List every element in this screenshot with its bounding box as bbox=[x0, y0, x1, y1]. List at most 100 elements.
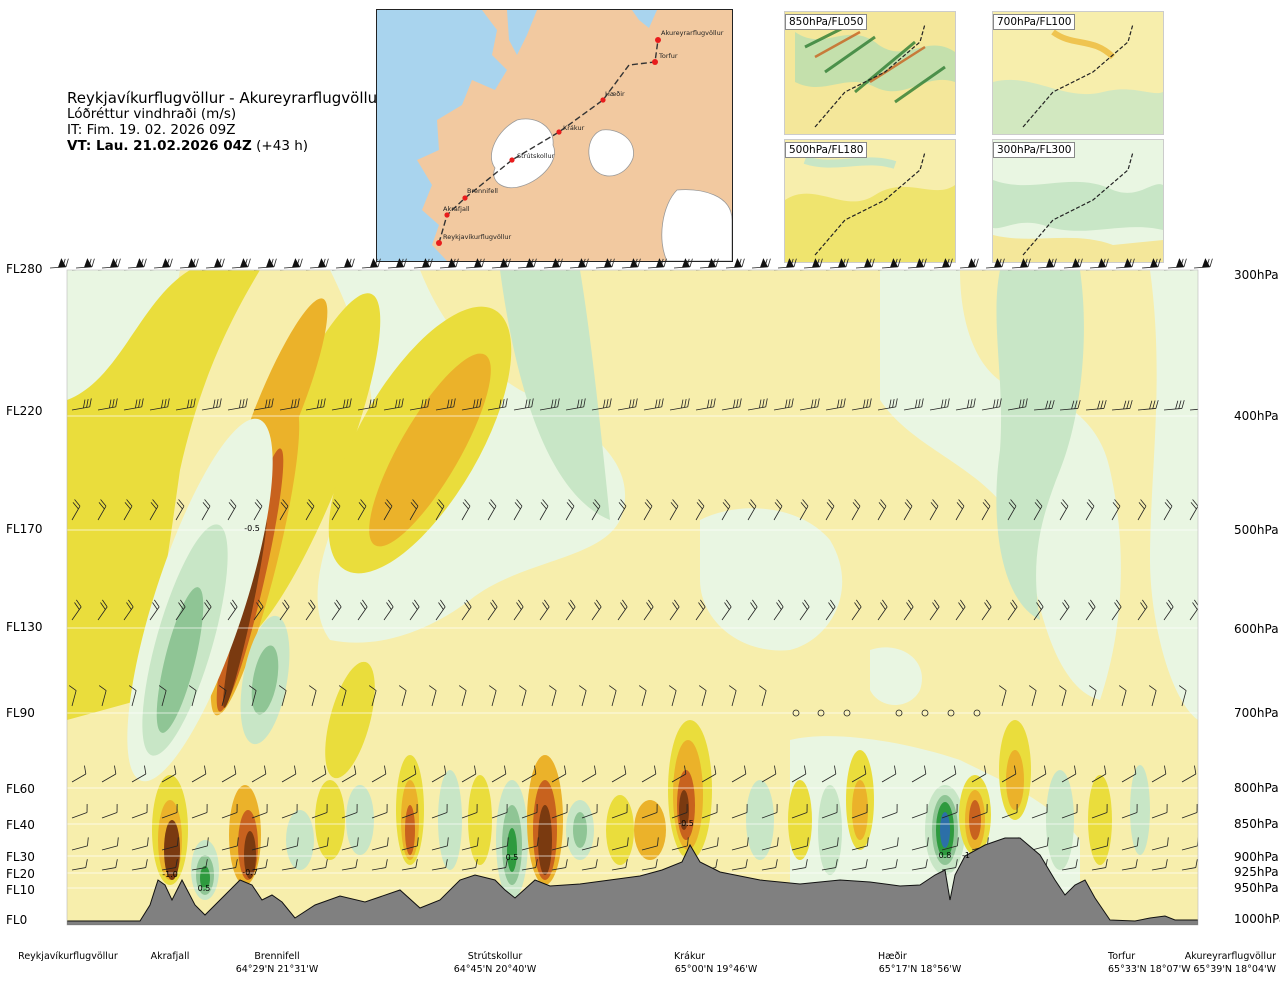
wind-barb bbox=[1061, 837, 1079, 851]
wind-barb bbox=[701, 837, 719, 851]
fl-label-90: FL90 bbox=[6, 706, 35, 720]
wind-barb bbox=[383, 499, 393, 521]
map-label-torfur: Torfur bbox=[658, 52, 678, 60]
mini-map-300-label: 300hPa/FL300 bbox=[993, 142, 1076, 158]
wind-barb bbox=[608, 685, 617, 707]
wind-barb bbox=[227, 398, 248, 411]
contour-label: -1 bbox=[962, 851, 970, 860]
wind-barb bbox=[158, 685, 167, 707]
wind-barb bbox=[461, 837, 479, 851]
location-torfur-name: Torfur bbox=[1108, 951, 1136, 962]
wind-barb bbox=[341, 837, 359, 851]
location-haedir: Hæðir 65°17'N 18°56'W bbox=[870, 950, 970, 976]
wind-barb bbox=[855, 258, 875, 269]
wind-barb bbox=[731, 837, 749, 851]
fl-label-60: FL60 bbox=[6, 782, 35, 796]
wind-barb bbox=[998, 685, 1007, 707]
wind-barb bbox=[461, 499, 471, 521]
wind-barb bbox=[638, 685, 647, 707]
contour-label: -0.5 bbox=[244, 524, 260, 533]
wind-barb bbox=[803, 258, 823, 269]
calm-circle bbox=[817, 709, 825, 717]
wind-barb bbox=[191, 837, 209, 851]
wind-barb bbox=[335, 258, 355, 269]
wind-barb bbox=[611, 859, 628, 871]
wind-barb bbox=[191, 803, 208, 819]
wind-barb bbox=[565, 499, 575, 521]
wind-barb bbox=[278, 685, 287, 707]
wind-barb bbox=[281, 803, 298, 819]
wind-barb bbox=[435, 398, 456, 411]
wind-barb bbox=[761, 803, 778, 819]
location-torfur-coord: 65°33'N 18°07'W bbox=[1108, 964, 1191, 975]
wind-barb bbox=[131, 859, 148, 871]
wind-barb bbox=[701, 803, 718, 819]
calm-circle bbox=[792, 709, 800, 717]
wind-barb bbox=[435, 599, 446, 621]
wind-barb bbox=[971, 765, 987, 783]
wind-barb bbox=[761, 837, 779, 851]
field-cell bbox=[438, 770, 462, 870]
field-cell bbox=[346, 785, 374, 855]
wind-barb bbox=[747, 398, 768, 411]
wind-barb bbox=[1085, 400, 1107, 411]
wind-barb bbox=[439, 258, 459, 269]
wind-barb bbox=[777, 258, 797, 269]
location-brennifell-name: Brennifell bbox=[254, 951, 300, 962]
wind-barb bbox=[695, 599, 706, 621]
map-label-krakur: Krákur bbox=[563, 124, 585, 132]
wind-barb bbox=[1148, 685, 1157, 707]
wind-barb bbox=[311, 803, 328, 819]
wind-barb bbox=[1061, 803, 1078, 819]
wind-barb bbox=[551, 765, 567, 783]
calm-circle bbox=[973, 709, 981, 717]
map-label-strutskollur: Strútskollur bbox=[517, 152, 555, 160]
wind-barb bbox=[1007, 599, 1018, 621]
field-cell bbox=[1046, 770, 1074, 870]
wind-barb bbox=[331, 398, 352, 411]
map-label-akureyri: Akureyrarflugvöllur bbox=[661, 29, 724, 37]
wind-barb bbox=[309, 258, 329, 269]
wind-barb bbox=[611, 837, 629, 851]
wind-barb bbox=[431, 803, 448, 819]
wind-barb bbox=[1189, 599, 1198, 621]
wind-barb bbox=[941, 837, 959, 851]
wind-barb bbox=[1091, 837, 1109, 851]
wind-barb bbox=[881, 859, 898, 871]
wind-barb bbox=[641, 837, 659, 851]
field-cell bbox=[606, 795, 634, 865]
wind-barb bbox=[1121, 837, 1139, 851]
wind-barb bbox=[669, 499, 679, 521]
field-cell bbox=[818, 785, 842, 875]
wind-barb bbox=[149, 599, 160, 621]
wind-barb bbox=[1141, 258, 1161, 269]
wind-barb bbox=[1058, 685, 1067, 707]
fl-label-40: FL40 bbox=[6, 818, 35, 832]
wind-barb bbox=[929, 499, 939, 521]
field-cell bbox=[405, 805, 415, 855]
wind-barb bbox=[1091, 859, 1108, 871]
wind-barb bbox=[521, 859, 538, 871]
wind-barb bbox=[513, 398, 534, 411]
wind-barb bbox=[461, 599, 472, 621]
wind-barb bbox=[1121, 859, 1138, 871]
wind-barb bbox=[101, 765, 117, 783]
mini-map-700-label: 700hPa/FL100 bbox=[993, 14, 1076, 30]
wind-barb bbox=[539, 398, 560, 411]
wind-barb bbox=[491, 837, 509, 851]
wind-barb bbox=[647, 258, 667, 269]
wind-barb bbox=[383, 599, 394, 621]
wind-barb bbox=[368, 685, 377, 707]
wind-barb bbox=[227, 599, 238, 621]
pressure-label-950: 950hPa bbox=[1234, 881, 1279, 895]
wind-barb bbox=[281, 765, 297, 783]
wind-barb bbox=[465, 258, 485, 269]
wind-barb bbox=[641, 803, 658, 819]
wind-barb bbox=[569, 258, 589, 269]
wind-barb bbox=[521, 837, 539, 851]
wind-barb bbox=[551, 837, 569, 851]
wind-barb bbox=[131, 837, 149, 851]
wind-barb bbox=[643, 398, 664, 411]
wind-barb bbox=[698, 685, 707, 707]
wind-barb bbox=[1091, 765, 1107, 783]
